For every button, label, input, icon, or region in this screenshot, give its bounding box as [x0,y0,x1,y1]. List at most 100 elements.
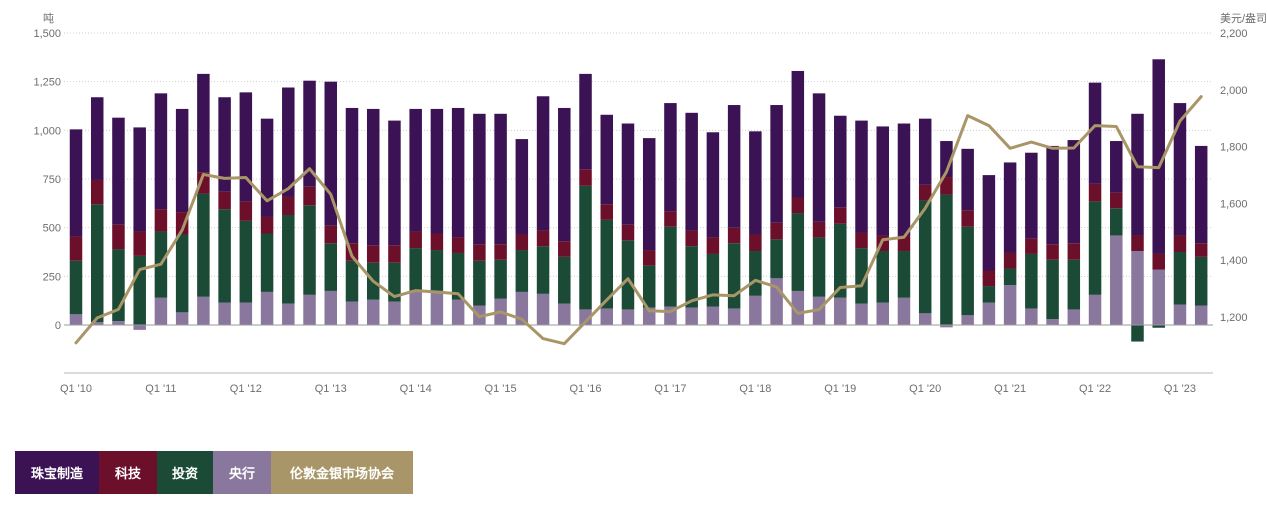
bar-segment [536,96,550,231]
bar-segment [282,215,295,304]
bar-segment [897,123,911,236]
bar-segment [558,303,571,325]
right-tick-label: 2,000 [1220,85,1248,97]
bar-segment [1003,268,1017,286]
bar-segment [621,309,635,325]
bar-segment [451,252,465,300]
bar-segment [282,87,295,197]
bar-segment [536,246,550,294]
bar-segment [1152,325,1165,328]
bar-segment [918,313,932,325]
bar-segment [409,248,422,292]
bar-segment [664,211,677,227]
bar-segment [536,293,550,325]
bar-segment [303,186,316,206]
bar-segment [685,230,698,247]
bar-segment [197,172,210,194]
bar-segment [1046,319,1059,325]
bar-segment [366,108,380,246]
bar-segment [133,231,146,256]
x-tick-label: Q1 '13 [315,383,347,395]
bar-segment [1194,256,1208,306]
bar-segment [430,233,444,251]
bar-segment [1025,308,1038,325]
bar-segment [834,297,847,325]
bar-segment [303,205,316,295]
bar-segment [154,93,168,210]
bar-segment [260,216,274,234]
bar-segment [388,262,401,302]
bar-segment [706,253,720,307]
left-tick-label: 500 [43,223,61,235]
bar-segment [558,256,571,304]
bar-segment [685,246,698,308]
bar-segment [961,226,974,316]
bar-segment [90,97,104,180]
gold-demand-chart: 吨 美元/盎司 1,500 1,250 1,000 750 500 250 0 2,200 2,00… [33,11,1267,395]
bar-segment [918,118,932,185]
legend-investment-button[interactable]: 投资 [157,451,213,494]
bar-segment [1088,82,1102,184]
bar-segment [1046,145,1059,245]
bar-segment [940,194,953,325]
bar-segment [1194,145,1208,244]
legend-lbma-price-button[interactable]: 伦敦金银市场协会 [271,451,413,494]
bar-segment [90,204,104,323]
bar-segment [1067,259,1081,310]
bar-segment [154,297,168,325]
bar-segment [515,250,529,292]
bar-segment [133,127,146,232]
bar-segment [451,107,465,238]
bar-segment [1194,243,1208,257]
bar-segment [515,139,529,235]
bar-segment [388,245,401,263]
x-tick-label: Q1 '12 [230,383,262,395]
bar-segment [239,302,253,325]
bar-segment [961,210,974,227]
bar-segment [770,239,783,279]
bar-segment [685,112,698,231]
bar-segment [409,231,422,249]
bar-segment [1067,140,1081,244]
bar-segment [876,302,889,325]
bar-segment [749,251,762,296]
left-tick-label: 1,250 [33,77,61,89]
bar-segment [303,80,316,187]
bar-segment [812,237,826,297]
legend-technology-label: 科技 [114,467,141,482]
bar-segment [388,301,401,325]
bar-segment [1067,243,1081,260]
bar-segment [600,114,613,205]
bar-segment [600,308,613,325]
x-tick-label: Q1 '11 [145,383,176,395]
legend-jewellery-button[interactable]: 珠宝制造 [15,451,99,494]
bar-segment [1131,251,1144,325]
right-tick-label: 1,200 [1220,312,1248,324]
bar-segment [282,303,295,325]
bar-segment [324,225,338,244]
bar-segment [791,70,805,198]
bar-segment [218,97,231,192]
bar-segment [749,295,762,325]
legend-central-banks-button[interactable]: 央行 [213,451,271,494]
bar-segment [855,232,868,249]
bar-segment [197,193,210,297]
bar-segment [791,290,805,325]
bar-segment [600,204,613,220]
bar-segment [1131,325,1144,342]
bar-segment [961,315,974,325]
bar-segment [1003,252,1017,269]
bar-segment [727,105,741,228]
bar-segment [345,107,359,244]
left-tick-label: 750 [43,174,61,186]
bar-segment [749,234,762,252]
bar-segment [1110,141,1123,193]
bar-segment [1067,309,1081,325]
bar-segment [1003,162,1017,253]
bar-segment [940,325,953,328]
bar-segment [239,220,253,303]
bar-segment [1173,304,1187,325]
legend-technology-button[interactable]: 科技 [99,451,157,494]
x-tick-label: Q1 '16 [569,383,601,395]
bar-segment [727,308,741,325]
